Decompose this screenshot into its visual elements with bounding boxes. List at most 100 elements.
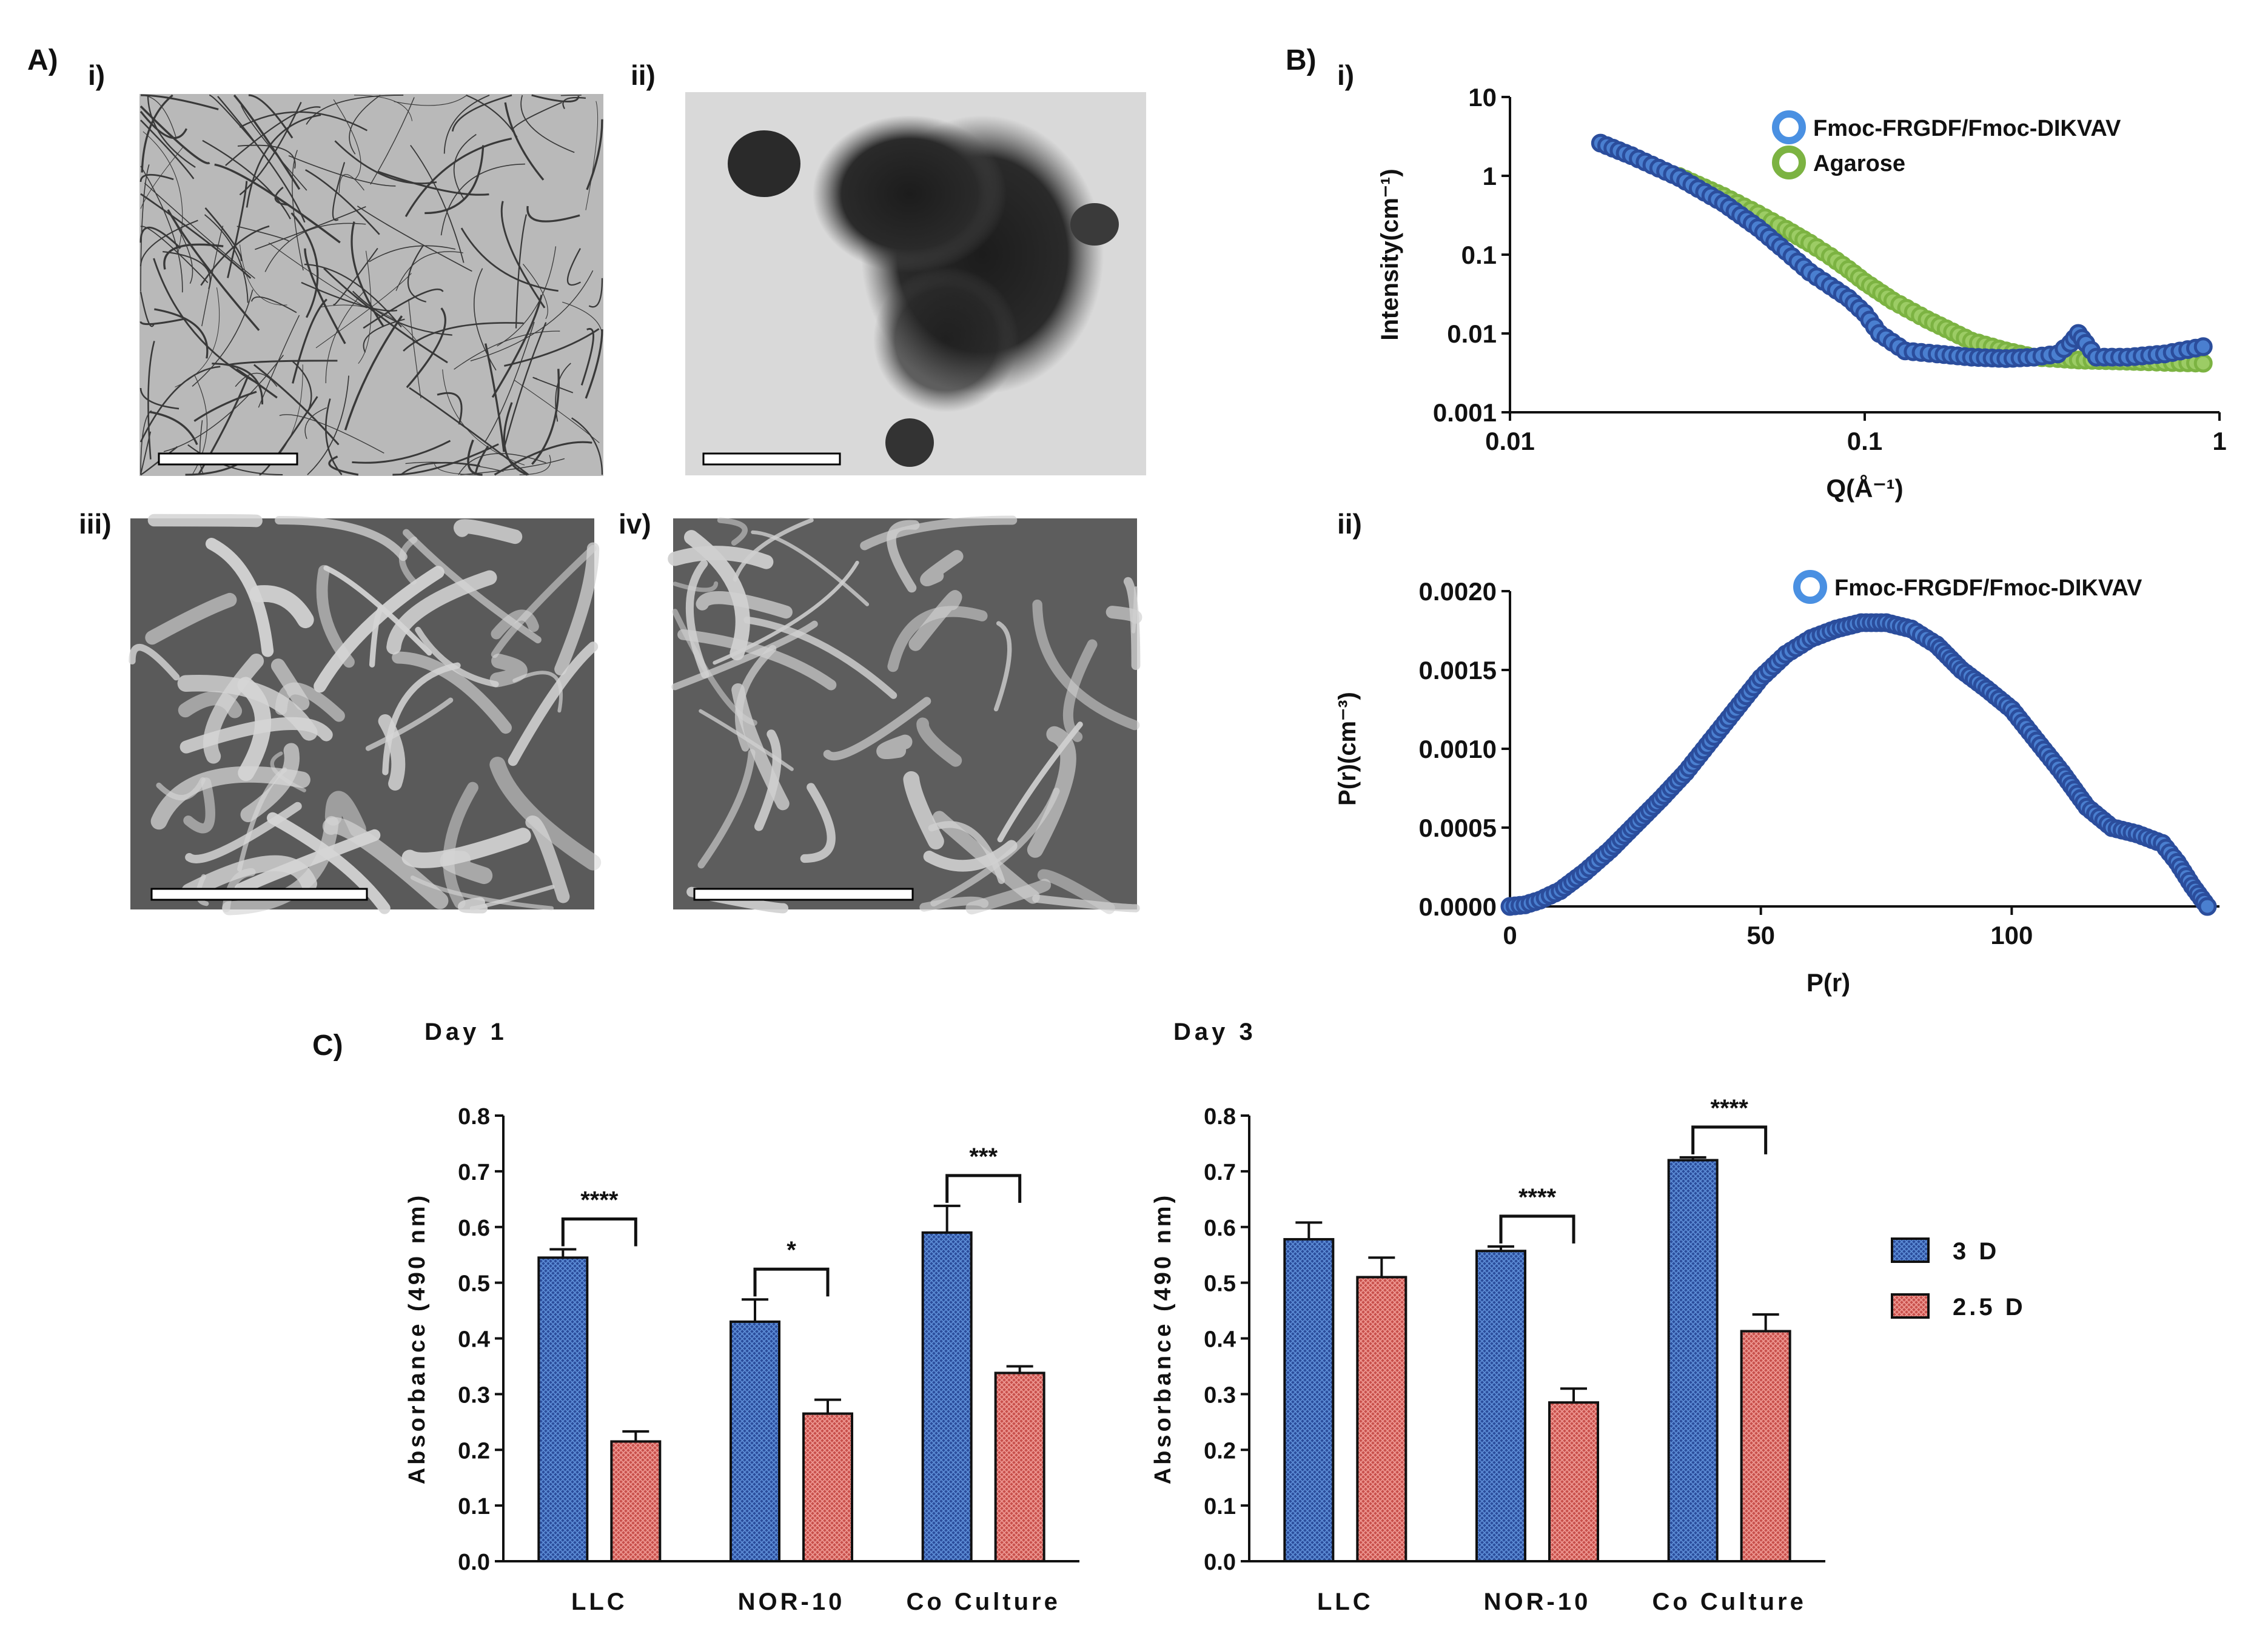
y-tick-label: 0.001 (1433, 398, 1497, 427)
legend-marker (1772, 146, 1806, 179)
y-tick-label: 0.6 (1204, 1216, 1236, 1241)
legend-label: Fmoc-FRGDF/Fmoc-DIKVAV (1834, 575, 2142, 601)
y-tick-label: 0.3 (458, 1382, 490, 1408)
x-tick-label: 100 (1990, 921, 2033, 949)
x-tick-label: Co Culture (1652, 1589, 1806, 1615)
y-tick-label: 0.6 (458, 1216, 490, 1241)
significance-bracket (1499, 1214, 1575, 1244)
y-tick-label: 0.1 (458, 1494, 490, 1519)
series-agarose (1669, 167, 2213, 373)
data-point (2198, 897, 2217, 916)
series-fmoc (1591, 133, 2213, 368)
panel-label-A-ii: ii) (631, 59, 656, 91)
x-tick-label: 0.01 (1485, 427, 1535, 455)
data-point (2193, 337, 2213, 357)
significance-label: **** (1711, 1095, 1749, 1122)
chart-title: Day 3 (1173, 1019, 1256, 1045)
legend: 3 D 2.5 D (1891, 1237, 2026, 1321)
x-tick-label: 0 (1503, 921, 1517, 949)
y-tick-label: 0.3 (1204, 1382, 1236, 1408)
x-axis-label: Q(Å⁻¹) (1826, 474, 1903, 503)
legend-label: Agarose (1813, 151, 1905, 176)
y-tick-label: 0.01 (1447, 320, 1497, 348)
x-tick-label: 1 (2212, 427, 2226, 455)
chart-title: Day 1 (424, 1019, 508, 1045)
y-tick-label: 0.7 (1204, 1160, 1236, 1185)
y-tick-label: 1 (1483, 162, 1497, 190)
x-tick-label: LLC (571, 1589, 628, 1615)
panel-label-C: C) (312, 1030, 343, 1062)
panel-label-B-ii: ii) (1337, 508, 1362, 540)
y-tick-label: 0.0005 (1419, 814, 1497, 842)
y-tick-label: 0.0020 (1419, 577, 1497, 606)
bar (1283, 1237, 1335, 1562)
chart-pair-distribution: 0.0000 0.0005 0.0010 0.0015 0.0020 0 50 100 P(r)… (1334, 570, 2219, 997)
y-tick-label: 0.1 (1461, 241, 1497, 269)
bar (1548, 1401, 1599, 1562)
bar (921, 1231, 973, 1562)
series-fmoc (1500, 613, 2217, 916)
y-tick-label: 0.0 (1204, 1550, 1236, 1575)
y-tick-label: 0.8 (1204, 1104, 1236, 1130)
significance-bracket (753, 1267, 830, 1297)
panel-label-A-iv: iv) (619, 508, 651, 540)
y-axis-label: Intensity(cm⁻¹) (1377, 169, 1403, 340)
panel-label-A-i: i) (88, 59, 105, 91)
micrograph-A-ii (685, 92, 1146, 475)
panel-label-B: B) (1286, 44, 1317, 76)
y-tick-label: 0.1 (1204, 1494, 1236, 1519)
y-tick-label: 0.2 (458, 1438, 490, 1464)
legend-marker (1772, 110, 1806, 144)
significance-bracket (561, 1217, 637, 1247)
y-tick-label: 0.5 (458, 1271, 490, 1297)
data-point (2193, 353, 2213, 373)
bar (537, 1256, 589, 1562)
micrograph-A-iii (129, 514, 602, 916)
y-tick-label: 0.4 (458, 1327, 490, 1353)
panel-label-B-i: i) (1337, 59, 1354, 91)
bar (1356, 1276, 1407, 1562)
x-tick-label: Co Culture (906, 1589, 1060, 1615)
bar (1475, 1250, 1526, 1563)
significance-label: **** (580, 1187, 619, 1214)
y-tick-label: 0.5 (1204, 1271, 1236, 1297)
y-tick-label: 0.4 (1204, 1327, 1236, 1353)
x-axis-label: P(r) (1807, 968, 1850, 997)
scale-bar (702, 452, 841, 466)
legend-marker (1793, 570, 1827, 604)
bar (610, 1440, 662, 1562)
y-tick-label: 0.7 (458, 1160, 490, 1185)
x-tick-label: 50 (1746, 921, 1775, 949)
scale-bar (693, 888, 914, 901)
bar (802, 1412, 853, 1562)
bar (994, 1371, 1045, 1562)
y-tick-label: 0.2 (1204, 1438, 1236, 1464)
y-axis-label: Absorbance (490 nm) (1150, 1193, 1176, 1484)
y-axis-label: Absorbance (490 nm) (404, 1193, 430, 1484)
x-tick-label: 0.1 (1847, 427, 1882, 455)
scale-bar (158, 452, 298, 466)
legend: Fmoc-FRGDF/Fmoc-DIKVAV Agarose (1772, 110, 2121, 179)
y-tick-label: 0.0000 (1419, 892, 1497, 921)
bar (1667, 1159, 1719, 1562)
x-tick-label: NOR-10 (738, 1589, 845, 1615)
bar (1740, 1330, 1791, 1562)
panel-label-A-iii: iii) (79, 508, 112, 540)
micrograph-A-i (139, 94, 603, 476)
chart-absorbance-day3: Day 3 0.0 0.1 0.2 0.3 0.4 0.5 0.6 0.7 0.8 Absorban… (1150, 1019, 2026, 1615)
panel-label-A: A) (27, 44, 58, 76)
y-tick-label: 10 (1468, 83, 1497, 112)
legend-label: 3 D (1953, 1238, 1999, 1265)
scale-bar (150, 888, 368, 901)
bar (730, 1320, 780, 1562)
y-tick-label: 0.8 (458, 1104, 490, 1130)
micrograph-A-iv (668, 515, 1142, 915)
legend-label: 2.5 D (1953, 1294, 2026, 1321)
chart-absorbance-day1: Day 1 0.0 0.1 0.2 0.3 0.4 0.5 0.6 0.7 0.8 Absorban… (404, 1019, 1079, 1615)
legend-swatch (1891, 1237, 1930, 1263)
y-tick-label: 0.0 (458, 1550, 490, 1575)
significance-label: **** (1518, 1184, 1557, 1211)
y-tick-label: 0.0010 (1419, 735, 1497, 763)
